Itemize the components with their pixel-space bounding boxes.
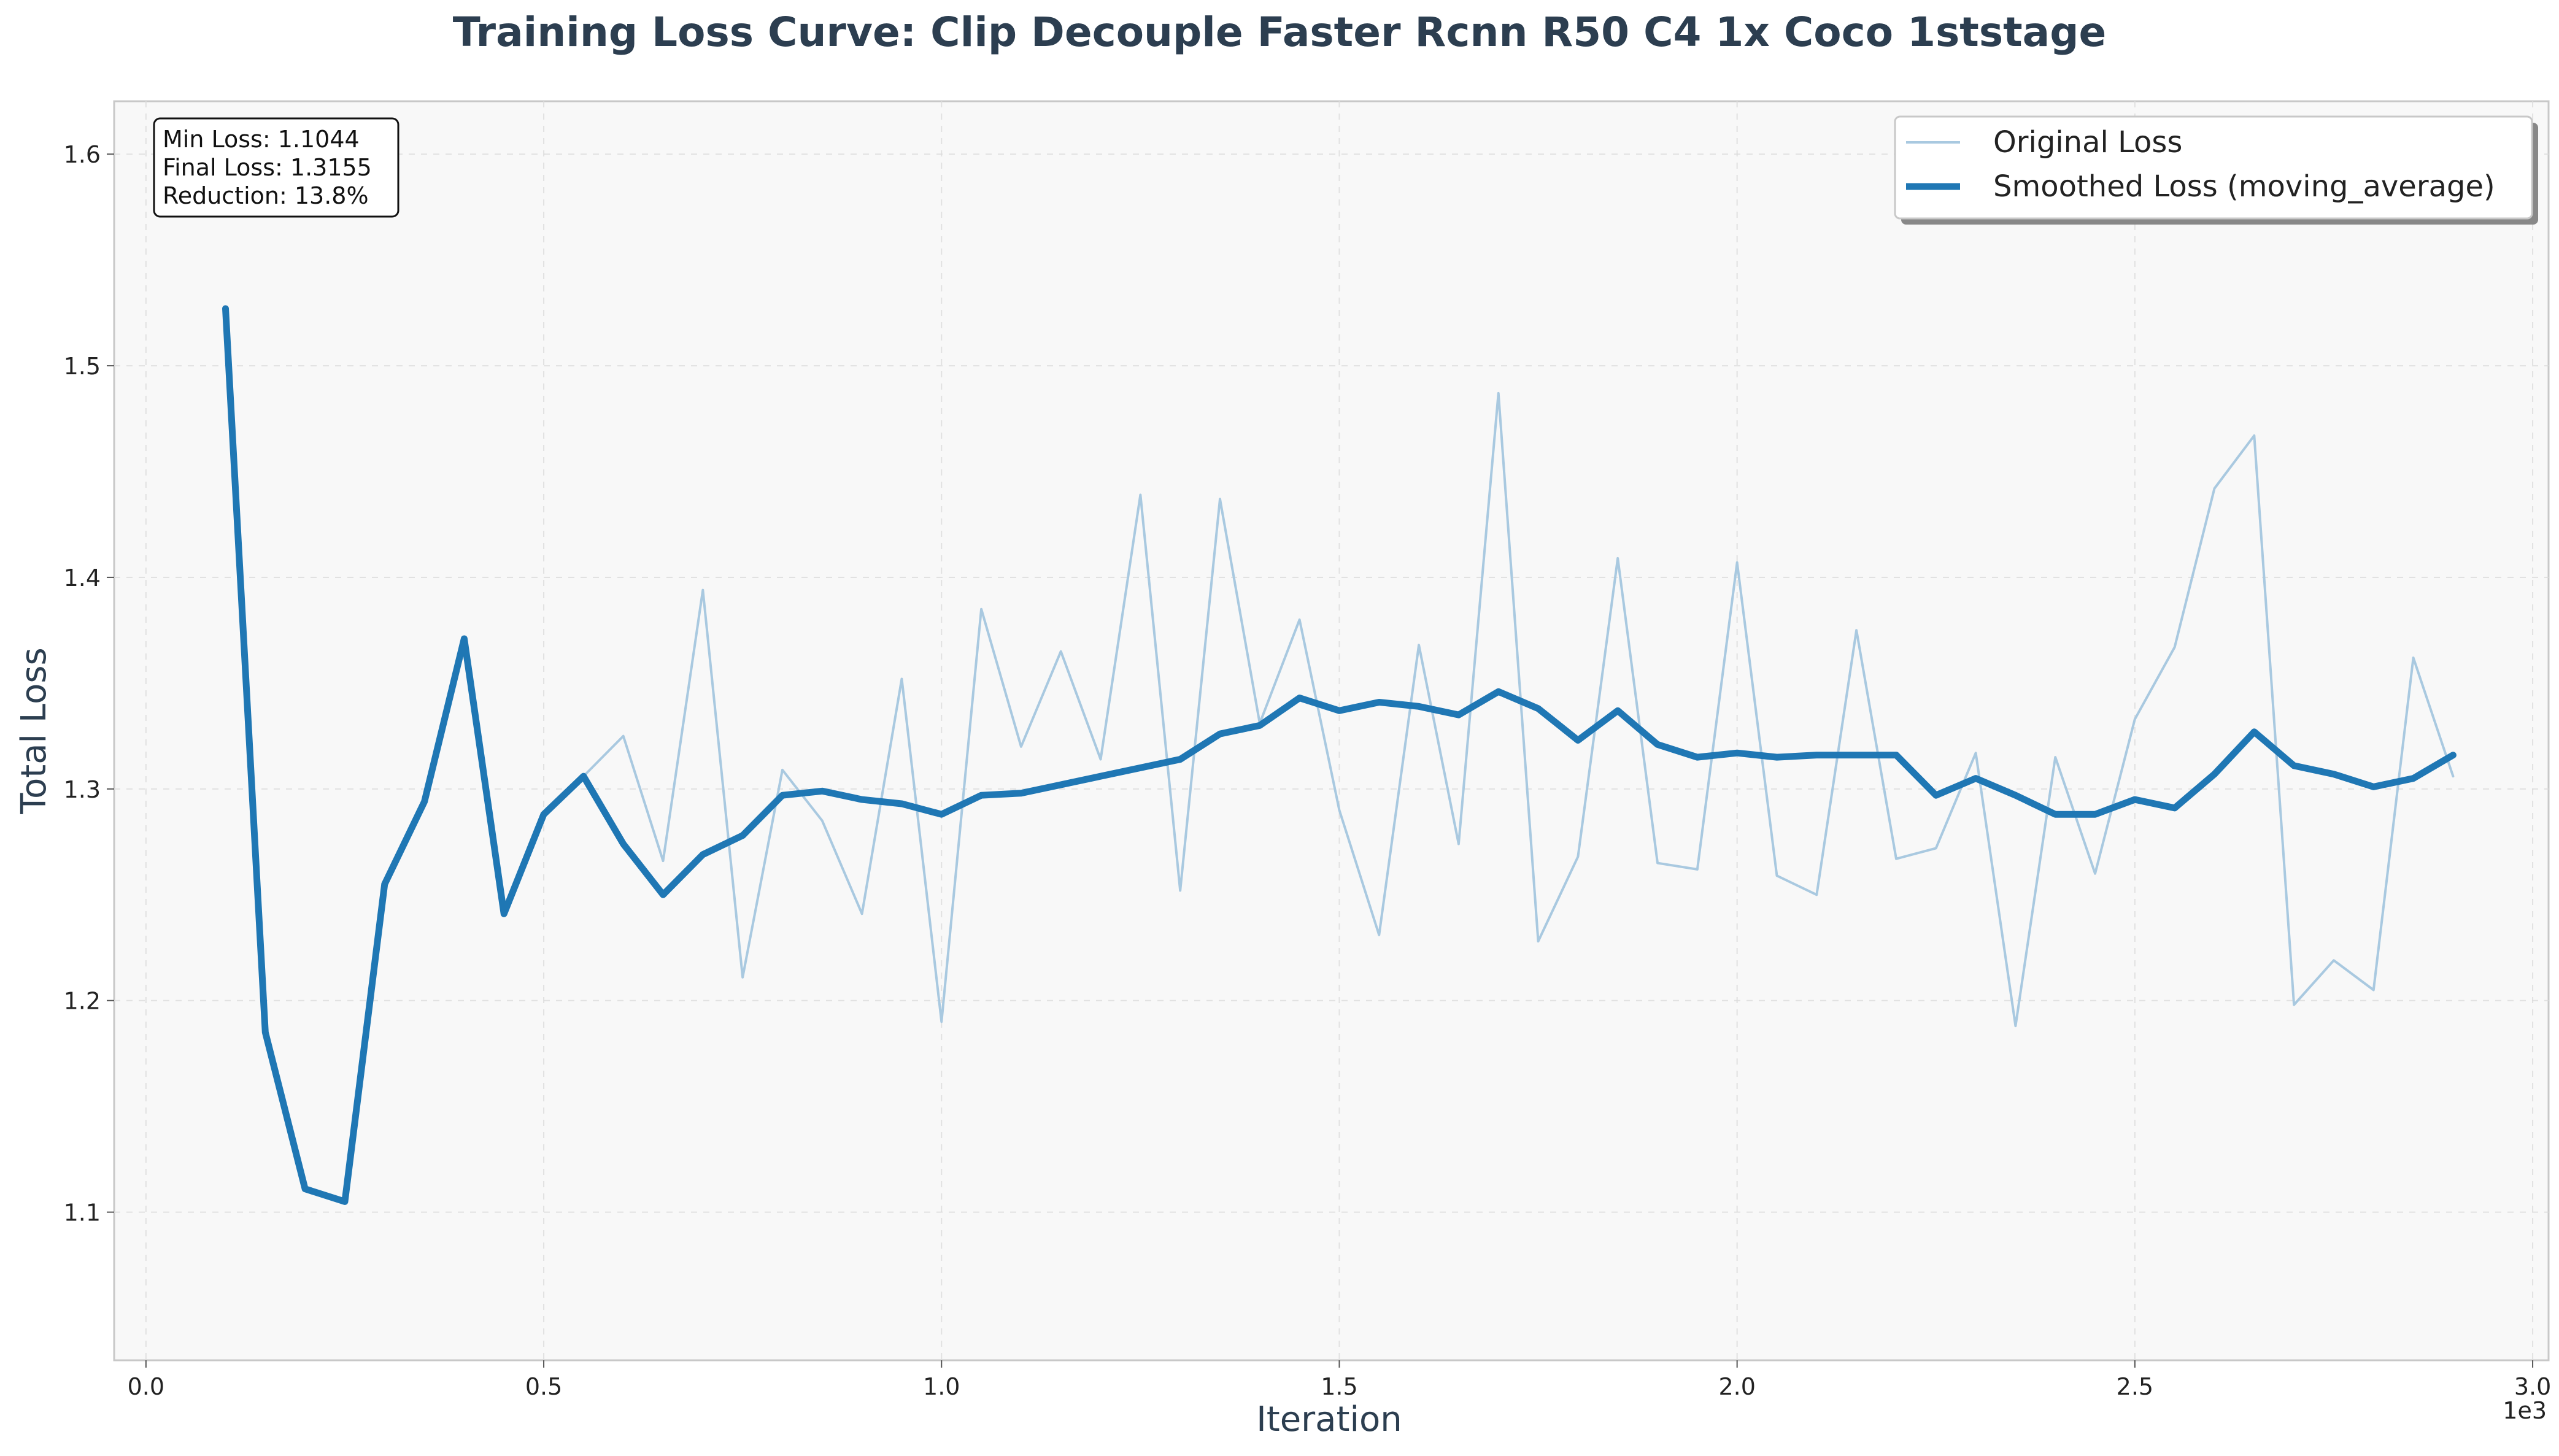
x-axis-label: Iteration	[1256, 1400, 1402, 1439]
y-tick-label: 1.5	[64, 353, 101, 380]
stats-min-loss: Min Loss: 1.1044	[163, 126, 360, 153]
stats-box-frame	[153, 117, 399, 218]
x-tick-label: 1.5	[1321, 1373, 1357, 1400]
y-tick-label: 1.6	[64, 141, 101, 168]
x-tick-label: 0.5	[525, 1373, 562, 1400]
x-tick-label: 2.5	[2117, 1373, 2153, 1400]
stats-box: Min Loss: 1.1044 Final Loss: 1.3155 Redu…	[153, 117, 399, 218]
x-tick-label: 3.0	[2514, 1373, 2551, 1400]
chart-title: Training Loss Curve: Clip Decouple Faste…	[452, 9, 2107, 56]
y-tick-label: 1.3	[64, 776, 101, 803]
plot-background	[113, 100, 2550, 1362]
original-loss-line	[224, 307, 2455, 1203]
y-axis-label: Total Loss	[14, 647, 54, 814]
series-layer	[222, 305, 2457, 1205]
x-tick-label: 2.0	[1718, 1373, 1755, 1400]
legend-frame	[1894, 115, 2533, 220]
x-offset-text: 1e3	[2503, 1397, 2547, 1424]
x-tick-label: 0.0	[128, 1373, 164, 1400]
y-tick-label: 1.2	[64, 988, 101, 1015]
legend-label-original: Original Loss	[1993, 125, 2182, 160]
legend: Original Loss Smoothed Loss (moving_aver…	[1894, 115, 2538, 225]
axis-ticks: 0.0 0.5 1.0 1.5 2.0 2.5 3.0 1.1 1.2 1.3 1.4 1.5 1.6	[64, 141, 2552, 1400]
x-tick-label: 1.0	[923, 1373, 960, 1400]
stats-reduction: Reduction: 13.8%	[163, 182, 369, 209]
y-tick-label: 1.1	[64, 1200, 101, 1227]
legend-label-smoothed: Smoothed Loss (moving_average)	[1993, 169, 2495, 204]
smoothed-loss-line	[222, 305, 2457, 1205]
stats-final-loss: Final Loss: 1.3155	[163, 154, 372, 181]
y-tick-label: 1.4	[64, 564, 101, 591]
